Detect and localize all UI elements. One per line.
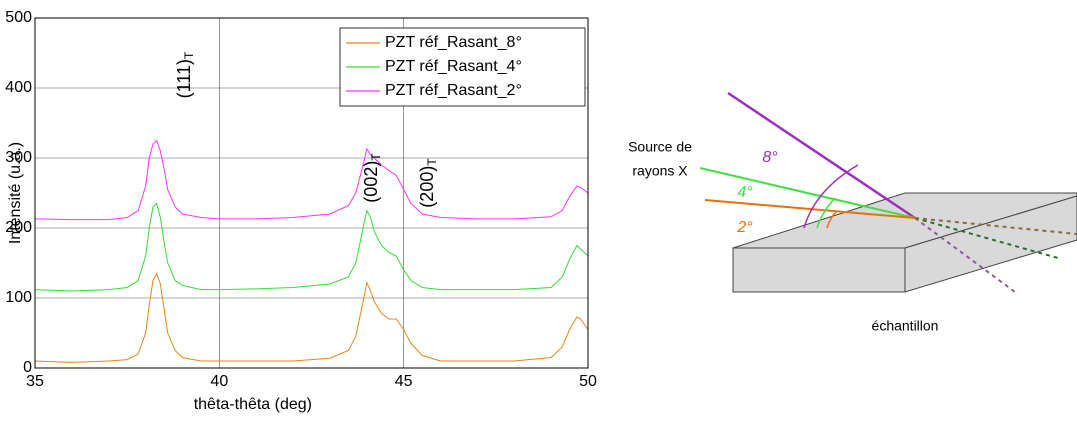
peak-label-sub: T (182, 51, 196, 59)
sample-side (904, 195, 1077, 293)
peak-label: (002)T (361, 153, 383, 203)
peak-label-text: (002) (361, 161, 381, 203)
angle-label: 8° (762, 149, 778, 166)
plot-frame (34, 17, 589, 369)
peak-label-text: (111) (174, 59, 194, 98)
y-axis-label: Intensité (u.a.) (7, 142, 24, 244)
beam-4 (699, 167, 916, 219)
line-series (34, 202, 589, 292)
y-tick-label: 500 (5, 9, 32, 26)
x-tick-label: 50 (579, 373, 597, 390)
arc-4 (816, 197, 836, 229)
x-tick-label: 40 (210, 373, 228, 390)
beam-8 (727, 91, 916, 220)
angle-label: 4° (737, 184, 753, 201)
y-tick-label: 300 (5, 149, 32, 166)
sample-front (732, 247, 906, 293)
sample-label: échantillon (872, 318, 939, 334)
legend-label: PZT réf_Rasant_2° (385, 82, 522, 99)
beam-2-dash (914, 217, 1077, 235)
y-tick-label: 400 (5, 79, 32, 96)
source-label: rayons X (632, 163, 688, 179)
peak-label-text: (200) (417, 166, 437, 208)
x-tick-label: 35 (26, 373, 44, 390)
peak-label-sub: T (425, 158, 439, 166)
x-axis-label: thêta-thêta (deg) (194, 396, 312, 413)
line-series (34, 139, 589, 221)
peak-label: (111)T (174, 51, 196, 98)
source-label: Source de (628, 139, 692, 155)
y-tick-label: 100 (5, 289, 32, 306)
y-tick-label: 200 (5, 219, 32, 236)
y-tick-label: 0 (23, 359, 32, 376)
peak-label: (200)T (417, 158, 439, 208)
beam-2 (704, 199, 916, 219)
peak-label-sub: T (369, 153, 383, 161)
line-series (34, 272, 589, 363)
beam-4-dash (914, 217, 1059, 259)
arc-2 (826, 211, 837, 229)
legend-label: PZT réf_Rasant_8° (385, 34, 522, 51)
x-tick-label: 45 (395, 373, 413, 390)
legend-box (339, 27, 586, 107)
legend-label: PZT réf_Rasant_4° (385, 58, 522, 75)
arc-8 (803, 164, 859, 229)
angle-label: 2° (736, 219, 753, 236)
diagram: Source de rayons X 8° 4° 2° échantillon (628, 91, 1077, 334)
